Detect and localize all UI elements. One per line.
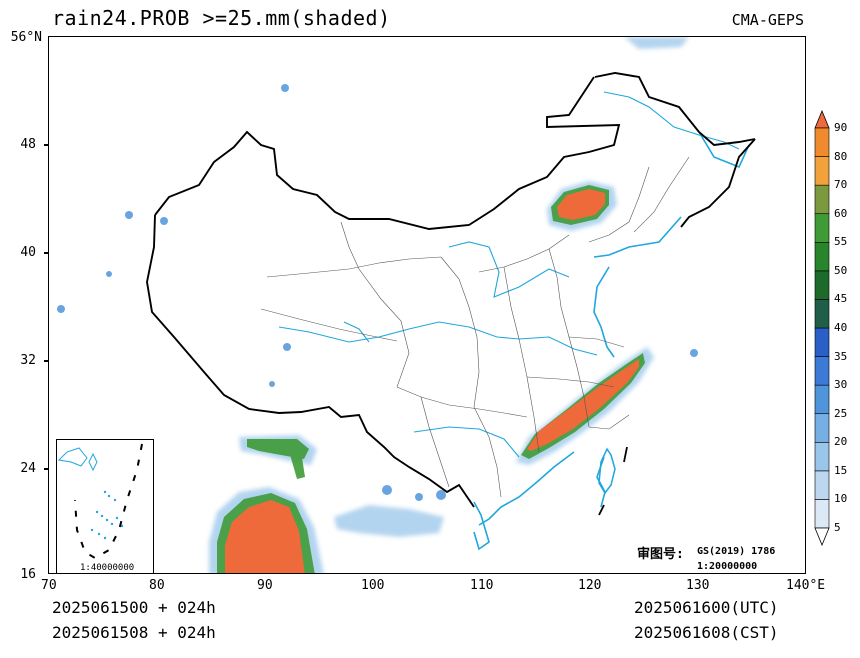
lat-label-40: 40 bbox=[20, 245, 36, 260]
lon-label-110: 110 bbox=[470, 578, 494, 593]
colorbar-swatch bbox=[814, 184, 830, 215]
model-source: CMA-GEPS bbox=[731, 11, 804, 29]
colorbar-swatch bbox=[814, 499, 830, 529]
islands bbox=[598, 446, 628, 516]
colorbar-swatch bbox=[814, 441, 830, 472]
colorbar-swatch bbox=[814, 299, 830, 329]
province-boundaries bbox=[260, 156, 690, 498]
map-canvas bbox=[57, 37, 756, 573]
inset-scale-label: 1:40000000 bbox=[80, 563, 135, 573]
map-review-label: 审图号: bbox=[637, 547, 684, 562]
colorbar-level-label: 15 bbox=[834, 463, 848, 477]
colorbar-level-label: 35 bbox=[834, 349, 848, 363]
colorbar-level-label: 40 bbox=[834, 321, 848, 334]
colorbar bbox=[814, 110, 830, 546]
colorbar-level-label: 60 bbox=[834, 206, 848, 220]
valid-time-utc: 2025061600(UTC) bbox=[634, 598, 779, 617]
lat-tick bbox=[44, 360, 48, 362]
south-china-sea-inset bbox=[56, 439, 154, 574]
lon-label-120: 120 bbox=[578, 578, 602, 593]
colorbar-swatch bbox=[814, 127, 830, 157]
colorbar-top-cap bbox=[814, 110, 830, 129]
national-boundary bbox=[146, 72, 756, 508]
colorbar-bottom-cap bbox=[814, 527, 830, 546]
lon-label-80: 80 bbox=[149, 578, 165, 593]
rivers bbox=[278, 91, 740, 458]
lon-label-90: 90 bbox=[257, 578, 273, 593]
lat-label-16: 16 bbox=[20, 567, 36, 582]
lat-tick bbox=[44, 252, 48, 254]
colorbar-swatch bbox=[814, 413, 830, 443]
lat-tick bbox=[44, 468, 48, 470]
colorbar-swatch bbox=[814, 384, 830, 415]
colorbar-level-label: 90 bbox=[834, 121, 848, 134]
lat-tick bbox=[44, 144, 48, 146]
colorbar-level-label: 25 bbox=[834, 406, 848, 420]
init-time-utc: 2025061500 + 024h bbox=[52, 598, 216, 617]
colorbar-level-label: 30 bbox=[834, 378, 848, 392]
lon-label-70: 70 bbox=[41, 578, 57, 593]
colorbar-swatch bbox=[814, 356, 830, 386]
lat-label-24: 24 bbox=[20, 461, 36, 476]
lat-label-32: 32 bbox=[20, 353, 36, 368]
colorbar-level-label: 20 bbox=[834, 435, 848, 449]
colorbar-swatch bbox=[814, 213, 830, 243]
inset-map bbox=[57, 443, 143, 560]
colorbar-level-label: 50 bbox=[834, 263, 848, 277]
colorbar-level-label: 70 bbox=[834, 178, 848, 192]
lon-label-100: 100 bbox=[361, 578, 385, 593]
lon-label-140: 140°E bbox=[786, 578, 826, 593]
colorbar-swatch bbox=[814, 327, 830, 357]
colorbar-level-label: 45 bbox=[834, 292, 848, 306]
map-panel bbox=[48, 36, 806, 574]
lat-label-48: 48 bbox=[20, 137, 36, 152]
coastline bbox=[473, 72, 750, 551]
valid-time-cst: 2025061608(CST) bbox=[634, 623, 779, 642]
map-scale-label: 1:20000000 bbox=[697, 561, 758, 572]
colorbar-swatch bbox=[814, 241, 830, 272]
init-time-cst: 2025061508 + 024h bbox=[52, 623, 216, 642]
map-review-code: GS(2019) 1786 bbox=[697, 546, 776, 557]
colorbar-swatch bbox=[814, 156, 830, 186]
probability-shading bbox=[57, 37, 698, 573]
colorbar-swatch bbox=[814, 470, 830, 500]
colorbar-level-label: 55 bbox=[834, 235, 848, 249]
lon-label-130: 130 bbox=[686, 578, 710, 593]
colorbar-swatch bbox=[814, 270, 830, 300]
chart-title: rain24.PROB >=25.mm(shaded) bbox=[52, 6, 391, 30]
colorbar-level-label: 10 bbox=[834, 492, 848, 506]
colorbar-level-label: 5 bbox=[834, 521, 841, 534]
colorbar-level-label: 80 bbox=[834, 149, 848, 163]
lat-label-56: 56°N bbox=[10, 30, 42, 45]
